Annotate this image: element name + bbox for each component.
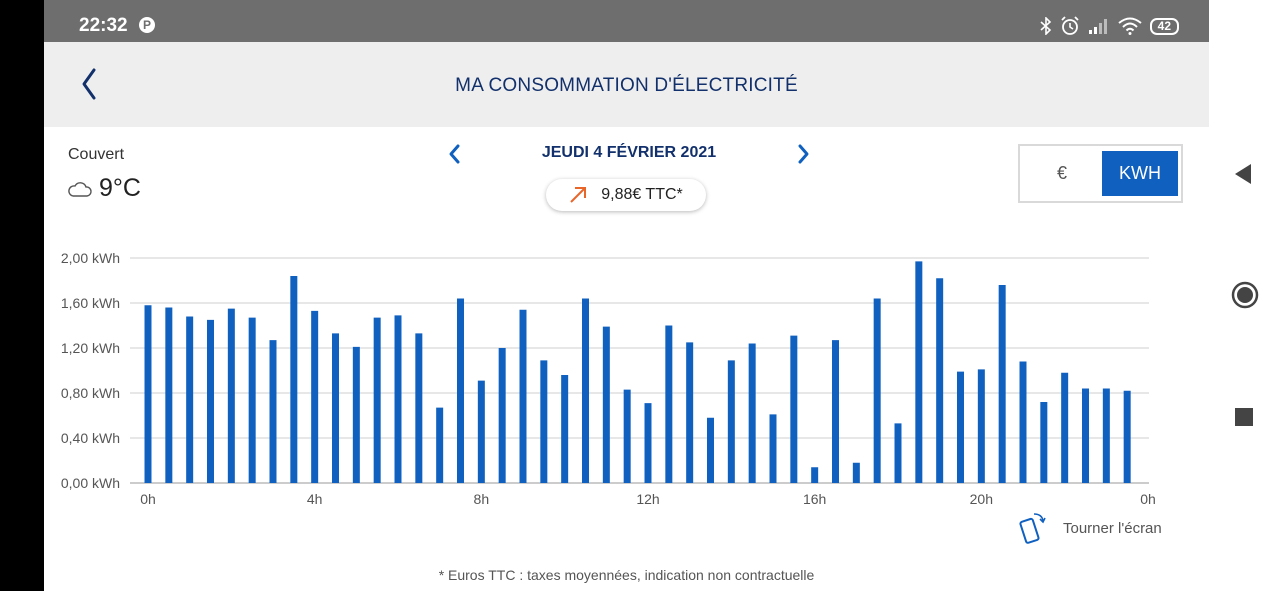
unit-option-euro[interactable]: € [1056, 163, 1067, 183]
chart-bar [394, 315, 402, 483]
chart-bar [665, 325, 673, 483]
y-tick-label: 0,40 kWh [61, 430, 120, 446]
chart-bar [248, 317, 256, 483]
unit-option-kwh[interactable]: KWH [1102, 151, 1178, 196]
cost-badge: 9,88€ TTC* [546, 179, 706, 211]
page-title: MA CONSOMMATION D'ÉLECTRICITÉ [455, 75, 798, 96]
bluetooth-icon [1040, 17, 1051, 35]
chart-bar [977, 369, 985, 483]
chart-bar [1102, 388, 1110, 483]
cloud-icon [68, 181, 92, 197]
chart-bar [186, 316, 194, 483]
consumption-chart: 0,00 kWh 0,40 kWh 0,80 kWh 1,20 kWh 1,60 kWh… [61, 250, 1156, 507]
chart-bar [790, 335, 798, 483]
date-prev-button[interactable] [442, 141, 468, 167]
chart-bar [707, 417, 714, 483]
rotate-label: Tourner l'écran [1063, 519, 1162, 537]
x-tick-label: 0h [140, 491, 156, 507]
status-time: 22:32 [79, 15, 128, 36]
y-tick-label: 2,00 kWh [61, 250, 120, 266]
battery-icon: 42 [1149, 17, 1179, 35]
chart-bar [602, 326, 610, 483]
chart-bar [561, 375, 569, 483]
chart-bar [311, 310, 319, 483]
chart-bar [811, 467, 819, 483]
chart-bar [894, 423, 902, 483]
app-screen: 22:32 P 42 [44, 0, 1209, 591]
chart-bar [332, 333, 339, 483]
x-tick-label: 16h [803, 491, 826, 507]
chart-bar [415, 333, 423, 483]
chart-bar [207, 319, 214, 483]
date-label: JEUDI 4 FÉVRIER 2021 [541, 144, 717, 161]
chart-bar [165, 307, 173, 483]
rotate-screen-button[interactable]: Tourner l'écran [1017, 510, 1162, 546]
back-triangle-icon[interactable] [1233, 163, 1253, 185]
alarm-icon [1061, 16, 1079, 35]
x-tick-label: 0h [1140, 491, 1156, 507]
weather-label: Couvert [68, 146, 125, 163]
y-tick-label: 0,80 kWh [61, 385, 120, 401]
chart-bar [498, 348, 506, 483]
chart-bar [1061, 372, 1069, 483]
chart-bar [852, 462, 860, 483]
wifi-icon [1118, 17, 1142, 35]
status-icons: 42 [1040, 16, 1179, 36]
pinterest-icon: P [139, 17, 155, 33]
chart-bar [457, 298, 464, 483]
chevron-left-icon [82, 68, 96, 100]
chevron-right-icon [798, 144, 809, 164]
chart-bar [873, 298, 881, 483]
chart-bar [352, 346, 360, 483]
x-tick-label: 12h [636, 491, 659, 507]
chart-bar [269, 340, 277, 483]
chart-bar [748, 343, 756, 483]
x-tick-label: 20h [970, 491, 993, 507]
y-tick-label: 1,60 kWh [61, 295, 120, 311]
chart-bar [227, 308, 235, 483]
weather-row: 9°C [67, 174, 141, 203]
chart-bar [373, 317, 381, 483]
chart-bar [540, 360, 548, 483]
rotate-phone-icon [1019, 513, 1046, 544]
chart-bar [436, 407, 444, 483]
back-button[interactable] [72, 64, 112, 104]
weather-temperature: 9°C [99, 174, 141, 202]
chart-bar [290, 276, 298, 483]
arrow-up-right-icon [570, 187, 587, 203]
recents-square-icon[interactable] [1235, 408, 1253, 426]
cost-value: 9,88€ TTC* [601, 186, 683, 203]
chart-bar [1123, 390, 1131, 483]
chevron-left-icon [449, 144, 460, 164]
chart-bar [623, 389, 631, 483]
status-bar: 22:32 P 42 [44, 0, 1209, 42]
chart-bar [957, 371, 964, 483]
system-nav-bar [1209, 0, 1280, 591]
y-tick-label: 0,00 kWh [61, 475, 120, 491]
x-tick-label: 8h [474, 491, 490, 507]
chart-bar [915, 261, 923, 483]
unit-toggle: € KWH [1018, 144, 1183, 203]
chart-bar [832, 340, 839, 483]
chart-bar [519, 309, 527, 483]
signal-icon [1088, 19, 1107, 34]
chart-bar [727, 360, 735, 483]
chart-bar [1082, 388, 1089, 483]
app-bar: MA CONSOMMATION D'ÉLECTRICITÉ [44, 42, 1209, 127]
chart-bar [686, 342, 694, 483]
chart-bar [1040, 402, 1048, 483]
chart-bar [936, 278, 944, 483]
chart-bar [998, 285, 1006, 483]
chart-bar [477, 380, 485, 483]
footnote: * Euros TTC : taxes moyennées, indicatio… [438, 567, 815, 583]
home-circle-icon[interactable] [1231, 281, 1259, 309]
chart-bar [144, 305, 152, 483]
chart-bar [582, 298, 589, 483]
chart-bar [1019, 361, 1027, 483]
date-next-button[interactable] [790, 141, 816, 167]
chart-bar [769, 414, 777, 483]
y-tick-label: 1,20 kWh [61, 340, 120, 356]
chart-bar [644, 403, 652, 483]
x-tick-label: 4h [307, 491, 323, 507]
